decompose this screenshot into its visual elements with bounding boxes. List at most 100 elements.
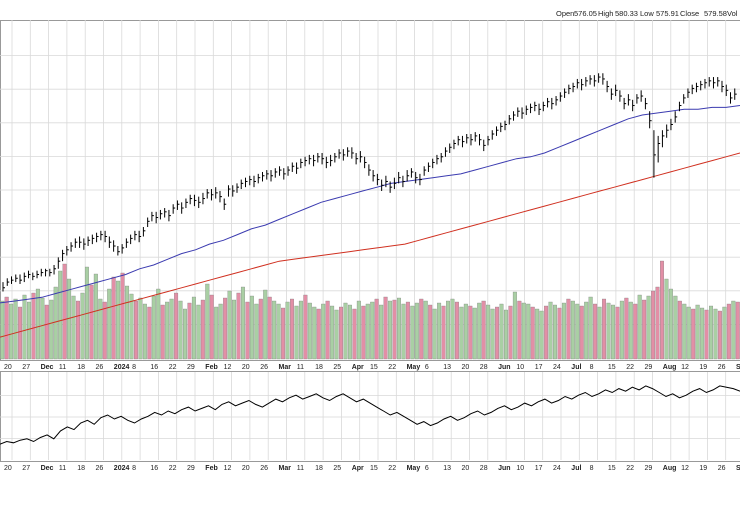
volume-bar xyxy=(633,304,637,359)
ohlc-bar xyxy=(263,172,265,181)
volume-bar xyxy=(464,304,468,359)
volume-bar xyxy=(116,281,120,359)
ohlc-bar xyxy=(122,244,124,253)
volume-bar xyxy=(232,300,236,359)
volume-bar xyxy=(268,297,272,359)
x-tick-label: 8 xyxy=(132,364,136,371)
volume-bar xyxy=(562,303,566,359)
volume-bar xyxy=(705,310,709,359)
volume-bar xyxy=(411,306,415,359)
ohlc-bar xyxy=(152,212,154,221)
indicator-line-group xyxy=(0,386,740,444)
volume-bar xyxy=(41,298,45,359)
volume-bar xyxy=(700,308,704,359)
ohlc-bar xyxy=(462,136,464,147)
volume-bar xyxy=(45,305,49,359)
volume-bar xyxy=(72,296,76,359)
volume-bar xyxy=(304,295,308,359)
ohlc-bar xyxy=(411,168,413,177)
volume-bar xyxy=(27,302,31,359)
volume-bar xyxy=(544,306,548,359)
close-label: Close xyxy=(680,9,699,18)
volume-bar xyxy=(696,305,700,359)
volume-bar xyxy=(201,300,205,359)
x-tick-label: 22 xyxy=(169,364,177,371)
volume-bar xyxy=(709,306,713,359)
x-tick-label: 28 xyxy=(480,364,488,371)
volume-bar xyxy=(638,295,642,359)
ohlc-bar xyxy=(326,157,328,168)
volume-bar xyxy=(486,305,490,359)
volume-bar xyxy=(731,301,735,359)
ohlc-bar xyxy=(492,130,494,139)
volume-bar xyxy=(183,309,187,359)
ohlc-bar xyxy=(356,153,358,164)
volume-bar xyxy=(0,301,4,359)
volume-bar xyxy=(326,301,330,359)
volume-bar xyxy=(312,307,316,359)
ohlc-bar xyxy=(445,147,447,156)
ohlc-bar xyxy=(428,162,430,171)
volume-bar xyxy=(161,305,165,359)
volume-bar xyxy=(451,299,455,359)
ohlc-bar xyxy=(343,149,345,160)
x-tick-label: May xyxy=(407,465,421,472)
volume-bar xyxy=(107,289,111,359)
volume-bar xyxy=(63,264,67,359)
ohlc-bar xyxy=(46,269,48,277)
volume-bar xyxy=(540,311,544,359)
ohlc-bar xyxy=(297,162,299,173)
volume-bar xyxy=(125,286,129,359)
ohlc-bar xyxy=(173,204,175,213)
ohlc-bar xyxy=(12,276,14,284)
volume-bar xyxy=(567,299,571,359)
x-tick-label: 25 xyxy=(333,465,341,472)
volume-bar xyxy=(14,299,18,359)
ohlc-bar xyxy=(33,273,35,281)
x-tick-label: 27 xyxy=(22,465,30,472)
ohlc-bar xyxy=(258,174,260,183)
ohlc-bar xyxy=(101,231,103,240)
x-tick-label: Jun xyxy=(498,364,510,371)
volume-bar xyxy=(509,306,513,359)
volume-bar xyxy=(286,302,290,359)
volume-bar xyxy=(357,301,361,359)
volume-bar xyxy=(223,298,227,359)
x-tick-label: 29 xyxy=(187,465,195,472)
ohlc-bar xyxy=(594,75,596,86)
volume-bar xyxy=(379,305,383,359)
x-tick-label: Jul xyxy=(571,465,581,472)
price-bars xyxy=(3,73,737,291)
ohlc-bar xyxy=(186,199,188,208)
ohlc-bar xyxy=(275,168,277,177)
ohlc-bar xyxy=(696,83,698,92)
ohlc-header: Open 576.05 High 580.33 Low 575.91 Close… xyxy=(556,9,738,18)
volume-bar xyxy=(593,304,597,359)
volume-bar xyxy=(237,293,241,359)
ohlc-bar xyxy=(471,134,473,145)
ohlc-bar xyxy=(182,202,184,213)
ohlc-bar xyxy=(526,106,528,115)
volume-bar xyxy=(558,308,562,359)
ohlc-bar xyxy=(335,153,337,162)
ohlc-bar xyxy=(177,200,179,209)
volume-bar xyxy=(553,305,557,359)
ohlc-bar xyxy=(522,107,524,118)
x-tick-label: 20 xyxy=(242,364,250,371)
volume-bar xyxy=(18,307,22,359)
ohlc-bar xyxy=(220,191,222,202)
ohlc-bar xyxy=(16,274,18,282)
volume-bar xyxy=(718,311,722,359)
volume-bar xyxy=(370,302,374,359)
volume-bar xyxy=(214,307,218,359)
x-tick-label: 11 xyxy=(297,465,304,472)
x-tick-label: 12 xyxy=(224,364,232,371)
x-tick-label: 28 xyxy=(480,465,488,472)
ohlc-bar xyxy=(369,164,371,175)
x-tick-label: 19 xyxy=(699,465,707,472)
ohlc-bar xyxy=(194,195,196,206)
open-value: 576.05 xyxy=(574,9,597,18)
ohlc-bar xyxy=(348,147,350,156)
